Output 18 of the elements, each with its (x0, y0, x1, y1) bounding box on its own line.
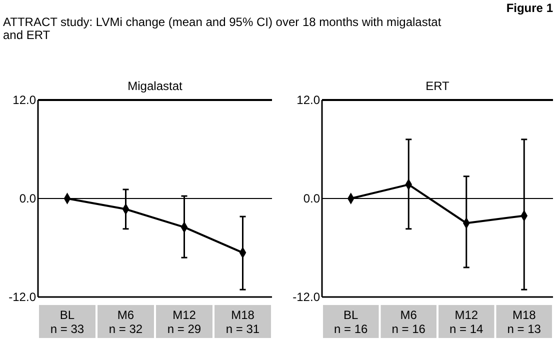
caption: Figure 1 (506, 1, 554, 15)
chart-title: ERT (426, 79, 450, 93)
chart-title: Migalastat (128, 79, 184, 93)
x-tick-label: M12 n = 14 (450, 308, 484, 336)
x-tick-label: M18 n = 13 (507, 308, 542, 336)
y-tick-label: 0.0 (303, 191, 320, 206)
x-tick-label: M6 n = 16 (392, 308, 426, 336)
text: ATTRACT study: LVMi change (mean and 95% CI) over 18 months with migalastat and ERT (3, 15, 442, 42)
x-tick-label: M12 n = 29 (167, 308, 202, 336)
y-tick-label: 0.0 (19, 191, 36, 206)
y-tick-label: 12.0 (12, 92, 36, 107)
y-tick-label: 12.0 (296, 92, 320, 107)
x-tick-label: M18 n = 31 (226, 308, 260, 336)
x-tick-label: BL n = 33 (50, 308, 84, 336)
x-tick-label: M6 n = 32 (108, 308, 143, 336)
x-tick-label: BL n = 16 (334, 308, 368, 336)
y-tick-label: -12.0 (8, 290, 36, 304)
y-tick-label: -12.0 (292, 290, 320, 304)
